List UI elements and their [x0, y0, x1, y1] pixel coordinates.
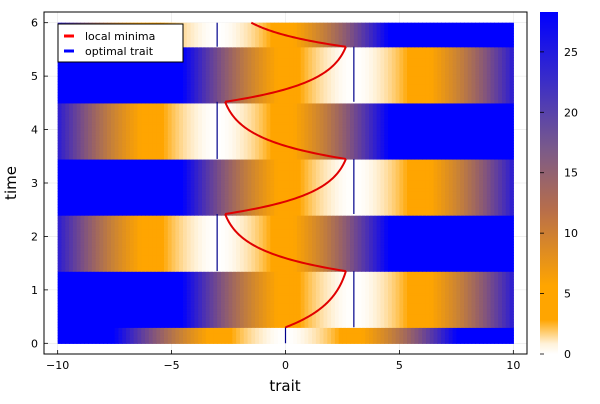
heatmap-cells: [58, 23, 514, 344]
